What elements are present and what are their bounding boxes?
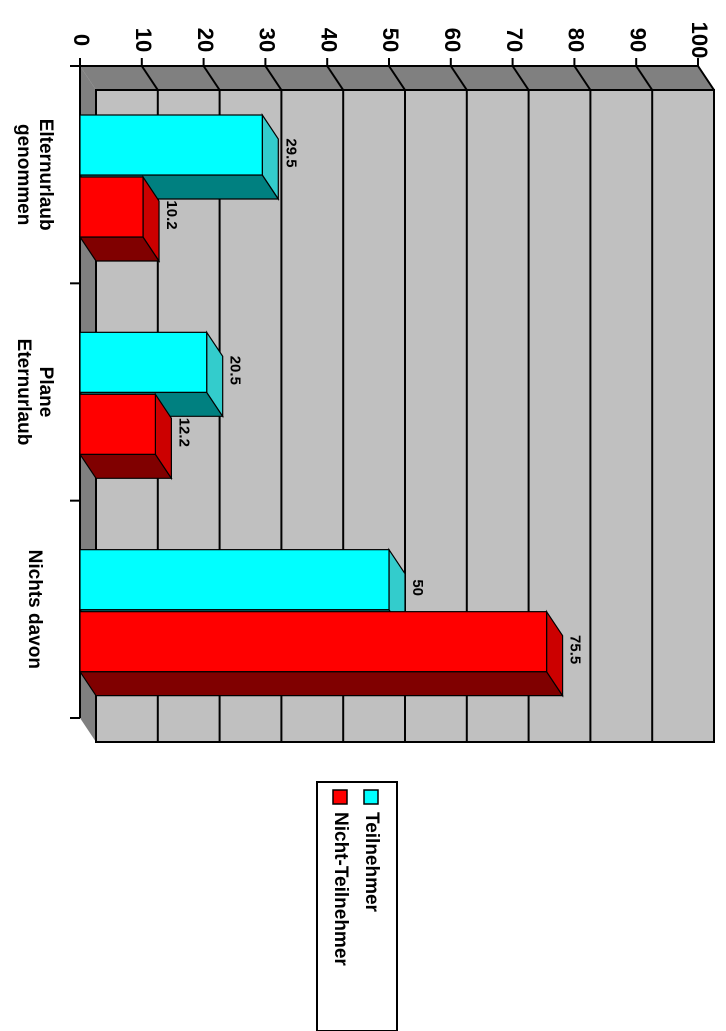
gridline-floor xyxy=(140,65,159,91)
category-label-line: Eternurlaub xyxy=(13,339,34,446)
bar-front-face xyxy=(79,176,144,238)
bar-front-face xyxy=(79,331,208,393)
category-label-line: genommen xyxy=(13,124,34,225)
value-tick-label: 80 xyxy=(564,28,589,52)
data-labels: 29.5 10.2 20.5 12.2 50 75.5 xyxy=(163,138,584,664)
bar xyxy=(78,175,161,263)
bar-bottom-face xyxy=(78,671,564,697)
value-tick-label: 0 xyxy=(69,34,94,46)
legend-label: Nicht-Teilnehmer xyxy=(330,812,351,966)
value-tick-label: 100 xyxy=(687,22,712,59)
category-label: Nichts davon xyxy=(24,550,45,669)
value-tick-label: 90 xyxy=(625,28,650,52)
legend-swatch xyxy=(332,789,348,805)
bars xyxy=(78,113,564,698)
bar-front-face xyxy=(79,114,263,176)
value-tick-label: 70 xyxy=(502,28,527,52)
legend: Teilnehmer Nicht-Teilnehmer xyxy=(316,781,398,1031)
bar-front-face xyxy=(79,393,156,455)
gridline-floor xyxy=(264,65,283,91)
wall-outline xyxy=(95,89,715,743)
legend-box xyxy=(316,781,398,1031)
gridline-floor xyxy=(202,65,221,91)
data-label: 12.2 xyxy=(175,418,192,447)
value-tick-label: 30 xyxy=(255,28,280,52)
legend-swatch xyxy=(363,789,379,805)
bar-front-face xyxy=(79,549,390,611)
category-label-line: Elternurlaub xyxy=(35,119,56,231)
data-label: 75.5 xyxy=(567,635,584,664)
legend-label: Teilnehmer xyxy=(361,812,382,913)
gridline-floor xyxy=(573,65,592,91)
value-tick-label: 40 xyxy=(316,28,341,52)
bar-front-face xyxy=(79,611,548,673)
gridline-floor xyxy=(697,65,715,91)
category-axis xyxy=(70,65,80,719)
value-tick-label: 60 xyxy=(440,28,465,52)
gridline-floor xyxy=(449,65,468,91)
value-tick-label: 20 xyxy=(193,28,218,52)
value-axis: 0 10 20 30 40 50 60 70 80 90 100 xyxy=(69,22,712,66)
bar xyxy=(78,392,173,481)
gridline-floor xyxy=(388,65,406,91)
gridline-floor xyxy=(511,65,530,91)
bar xyxy=(78,330,224,419)
data-label: 20.5 xyxy=(227,356,244,385)
data-label: 10.2 xyxy=(163,200,180,229)
bar xyxy=(78,609,564,698)
gridline-floor xyxy=(326,65,345,91)
value-tick-label: 10 xyxy=(131,28,156,52)
data-label: 29.5 xyxy=(282,138,299,167)
gridline-floor xyxy=(635,65,654,91)
category-label-line: Nichts davon xyxy=(24,550,45,669)
category-label-line: Plane xyxy=(35,367,56,418)
data-label: 50 xyxy=(409,579,426,596)
value-tick-label: 50 xyxy=(378,28,403,52)
